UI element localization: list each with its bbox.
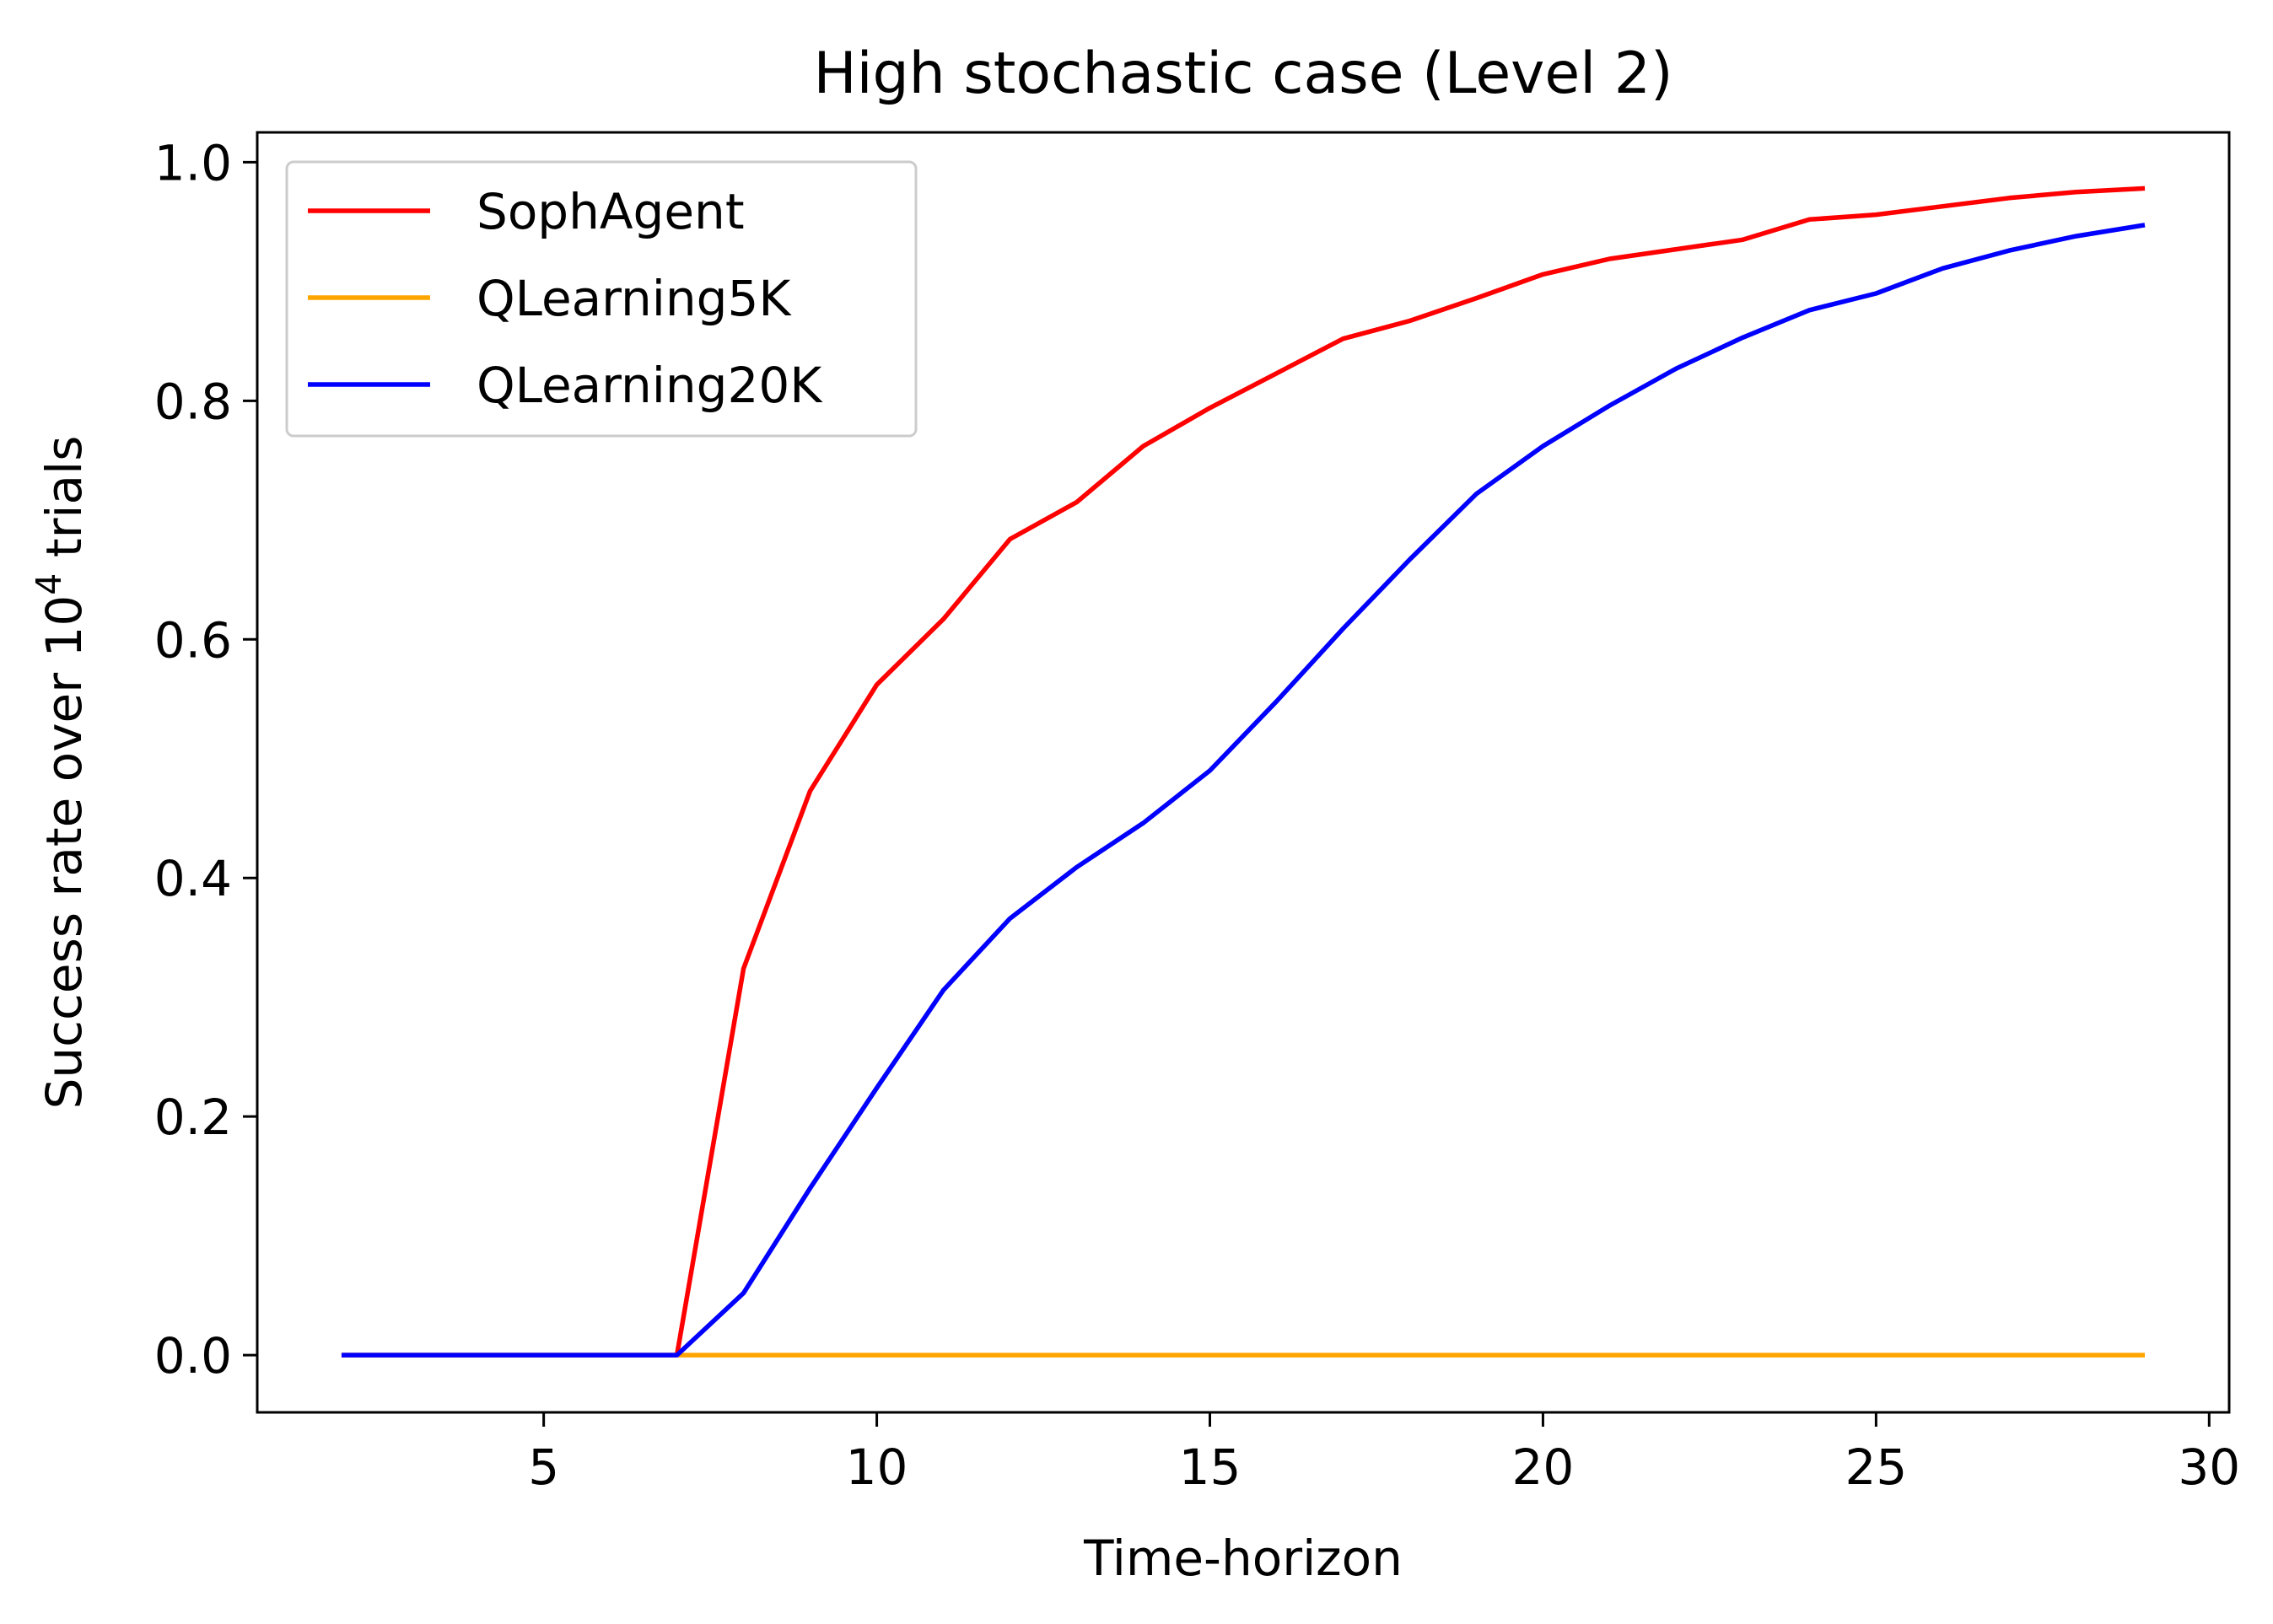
x-tick-label: 15 — [1179, 1438, 1242, 1496]
x-tick-label: 20 — [1512, 1438, 1575, 1496]
legend-label-qlearning5k: QLearning5K — [477, 270, 792, 327]
y-axis: 0.0 0.2 0.4 0.6 0.8 1.0 — [154, 134, 257, 1385]
x-tick-label: 30 — [2178, 1438, 2240, 1496]
y-tick-label: 0.8 — [154, 373, 232, 430]
y-axis-label-prefix: Success rate over 10 — [35, 595, 93, 1110]
y-tick-label: 0.2 — [154, 1089, 232, 1146]
plot-frame — [256, 131, 2231, 1414]
x-tick-label: 25 — [1845, 1438, 1907, 1496]
plot-area — [256, 131, 2231, 1414]
series-line-qlearning20k — [341, 223, 2146, 1358]
y-tick-label: 0.0 — [154, 1327, 232, 1385]
legend-box — [285, 160, 918, 438]
x-axis: 5 10 15 20 25 30 — [528, 1412, 2240, 1496]
x-tick-label: 10 — [846, 1438, 908, 1496]
y-axis-label-superscript: 4 — [29, 573, 69, 595]
y-tick-label: 0.4 — [154, 850, 232, 907]
y-axis-label-suffix: trials — [35, 436, 93, 573]
legend-entries: SophAgent QLearning5K QLearning20K — [308, 183, 823, 414]
y-axis-label: Success rate over 104 trials — [29, 436, 93, 1110]
y-tick-label: 1.0 — [154, 134, 232, 191]
chart-title: High stochastic case (Level 2) — [813, 40, 1672, 107]
y-tick-label: 0.6 — [154, 611, 232, 669]
legend-label-sophagent: SophAgent — [477, 183, 745, 240]
series-layer — [341, 186, 2146, 1358]
legend: SophAgent QLearning5K QLearning20K — [285, 160, 918, 438]
x-axis-label: Time-horizon — [1083, 1530, 1403, 1587]
x-tick-label: 5 — [528, 1438, 559, 1496]
legend-label-qlearning20k: QLearning20K — [477, 357, 823, 414]
